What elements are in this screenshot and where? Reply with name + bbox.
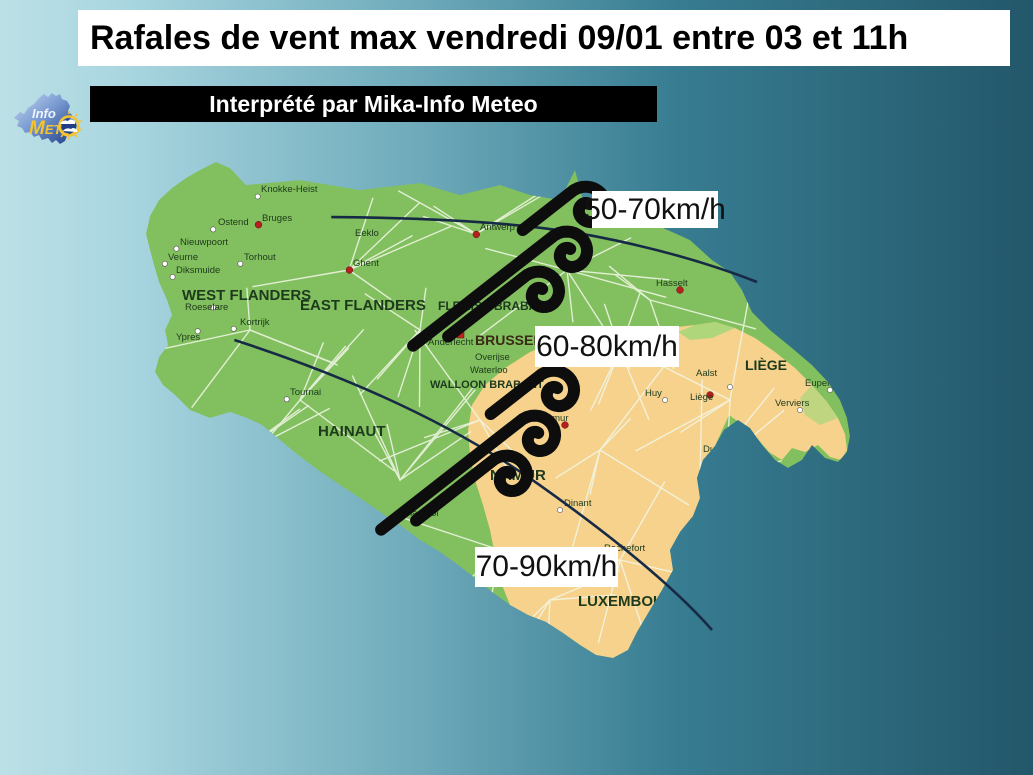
svg-text:Dinant: Dinant — [564, 498, 592, 509]
svg-text:Diksmuide: Diksmuide — [176, 265, 220, 276]
svg-text:LUXEMBOURG: LUXEMBOURG — [578, 593, 686, 610]
svg-text:Genk: Genk — [814, 288, 837, 299]
svg-text:Overijse: Overijse — [475, 352, 510, 363]
svg-text:Bastogne: Bastogne — [700, 578, 740, 589]
svg-text:Eeklo: Eeklo — [355, 228, 379, 239]
svg-text:Knokke-Heist: Knokke-Heist — [261, 184, 318, 195]
svg-text:Mons: Mons — [354, 516, 377, 527]
svg-text:Huy: Huy — [645, 388, 662, 399]
svg-text:Waterloo: Waterloo — [470, 365, 508, 376]
svg-text:Arlon: Arlon — [700, 644, 722, 655]
svg-text:Leuven: Leuven — [794, 318, 825, 329]
svg-text:Kortrijk: Kortrijk — [240, 317, 270, 328]
svg-text:EAST FLANDERS: EAST FLANDERS — [300, 297, 426, 314]
svg-text:Tournai: Tournai — [290, 387, 321, 398]
svg-text:Roeselare: Roeselare — [185, 302, 228, 313]
svg-text:Durbuy: Durbuy — [703, 444, 734, 455]
svg-text:Verviers: Verviers — [775, 398, 810, 409]
svg-text:Liège: Liège — [690, 392, 713, 403]
svg-text:Ostend: Ostend — [218, 217, 249, 228]
svg-text:Torhout: Torhout — [244, 252, 276, 263]
svg-text:Eupen: Eupen — [805, 378, 832, 389]
svg-text:Hasselt: Hasselt — [656, 278, 688, 289]
svg-text:Nieuwpoort: Nieuwpoort — [180, 237, 228, 248]
svg-text:Ypres: Ypres — [176, 332, 200, 343]
svg-text:Veurne: Veurne — [168, 252, 198, 263]
svg-text:Bruges: Bruges — [262, 213, 292, 224]
svg-text:Aalst: Aalst — [696, 368, 717, 379]
svg-text:HAINAUT: HAINAUT — [318, 423, 386, 440]
svg-text:Ghent: Ghent — [353, 258, 379, 269]
svg-text:LIÈGE: LIÈGE — [745, 357, 787, 373]
svg-text:Sint-Niklaas: Sint-Niklaas — [702, 231, 753, 242]
